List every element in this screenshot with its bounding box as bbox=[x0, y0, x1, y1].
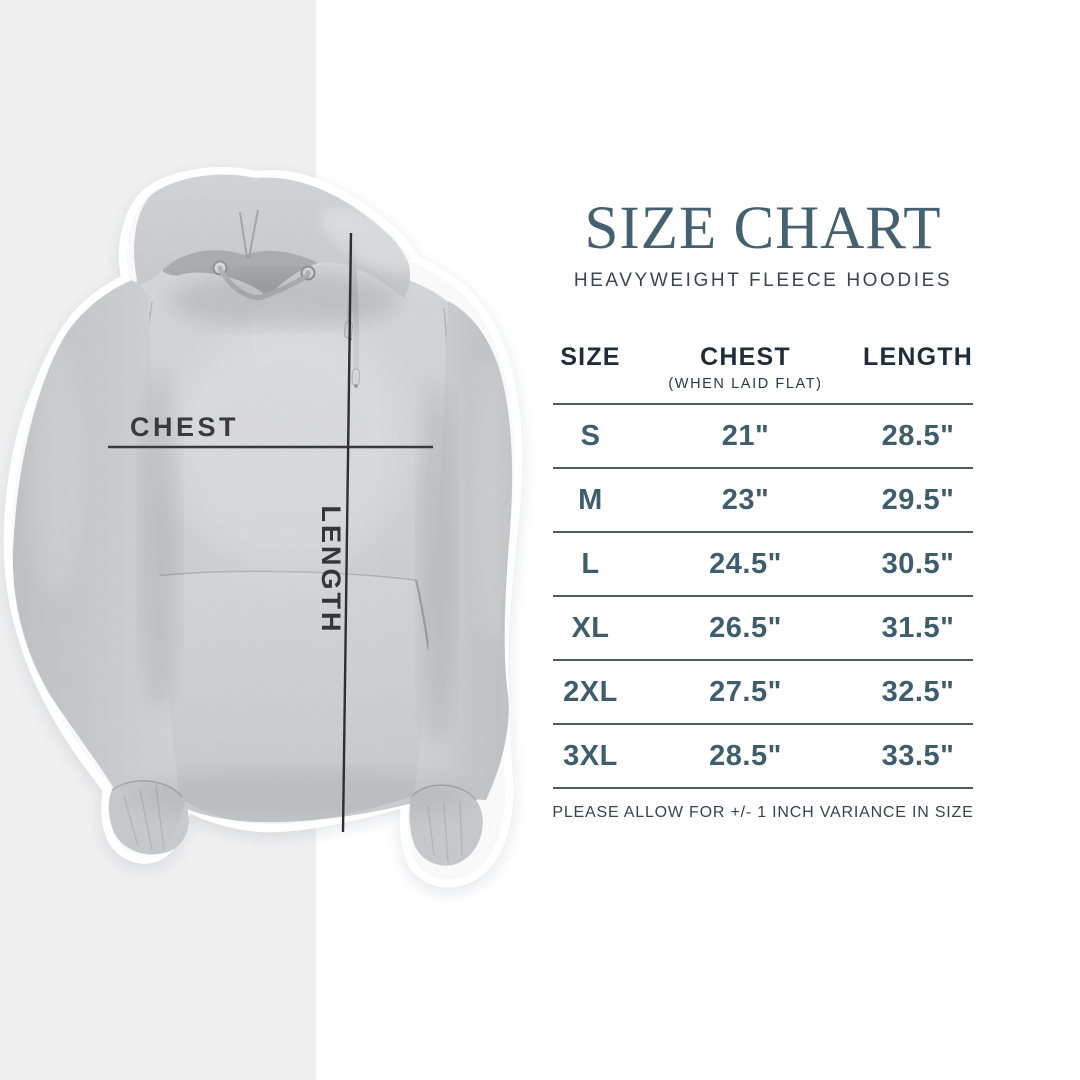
size-chart-table: SIZE CHEST (WHEN LAID FLAT) LENGTH S 21"… bbox=[553, 342, 973, 789]
length-measure-line bbox=[341, 232, 353, 833]
chest-cell: 28.5" bbox=[709, 739, 782, 772]
length-cell: 29.5" bbox=[881, 483, 955, 516]
column-header-sublabel: (WHEN LAID FLAT) bbox=[668, 376, 823, 392]
size-cell: M bbox=[578, 483, 603, 516]
column-header-label: CHEST bbox=[700, 343, 791, 371]
column-header-size: SIZE bbox=[553, 342, 628, 393]
length-cell: 28.5" bbox=[881, 419, 955, 452]
size-cell: S bbox=[580, 419, 601, 452]
variance-note: PLEASE ALLOW FOR +/- 1 INCH VARIANCE IN … bbox=[552, 804, 974, 821]
chest-cell: 23" bbox=[721, 483, 770, 516]
chest-cell: 27.5" bbox=[709, 675, 782, 708]
table-row-xl: XL 26.5" 31.5" bbox=[553, 597, 973, 661]
table-row-m: M 23" 29.5" bbox=[553, 469, 973, 533]
table-row-l: L 24.5" 30.5" bbox=[553, 533, 973, 597]
chest-cell: 24.5" bbox=[709, 547, 782, 580]
size-chart-title: SIZE CHART bbox=[584, 195, 942, 262]
size-cell: 2XL bbox=[563, 675, 618, 708]
chest-cell: 26.5" bbox=[709, 611, 782, 644]
chest-cell: 21" bbox=[721, 419, 770, 452]
table-row-s: S 21" 28.5" bbox=[553, 405, 973, 469]
column-header-chest: CHEST (WHEN LAID FLAT) bbox=[628, 342, 863, 393]
size-cell: 3XL bbox=[563, 739, 618, 772]
column-header-length: LENGTH bbox=[863, 342, 973, 393]
size-cell: L bbox=[581, 547, 600, 580]
length-cell: 31.5" bbox=[881, 611, 955, 644]
size-cell: XL bbox=[571, 611, 610, 644]
measurement-annotations: CHEST LENGTH bbox=[108, 232, 433, 833]
table-row-2xl: 2XL 27.5" 32.5" bbox=[553, 661, 973, 725]
column-header-label: LENGTH bbox=[863, 343, 973, 371]
length-cell: 30.5" bbox=[881, 547, 955, 580]
hoodie-product-image: CHEST LENGTH bbox=[3, 167, 523, 888]
table-row-3xl: 3XL 28.5" 33.5" bbox=[553, 725, 973, 789]
hoodie-garment bbox=[11, 174, 515, 880]
size-chart-subtitle: HEAVYWEIGHT FLEECE HOODIES bbox=[573, 270, 953, 291]
column-header-label: SIZE bbox=[560, 343, 621, 371]
length-cell: 32.5" bbox=[881, 675, 955, 708]
chest-annotation-label: CHEST bbox=[130, 412, 239, 442]
length-cell: 33.5" bbox=[881, 739, 955, 772]
table-header-row: SIZE CHEST (WHEN LAID FLAT) LENGTH bbox=[553, 342, 973, 405]
length-annotation-label: LENGTH bbox=[316, 506, 346, 635]
